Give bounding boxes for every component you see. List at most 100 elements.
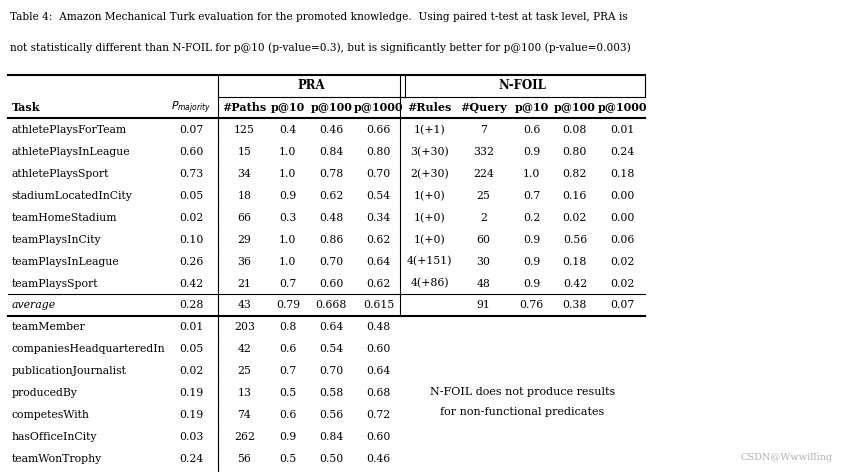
Text: Task: Task — [12, 102, 40, 113]
Text: athletePlaysInLeague: athletePlaysInLeague — [12, 147, 131, 157]
Text: 0.62: 0.62 — [367, 278, 390, 288]
Text: athletePlaysSport: athletePlaysSport — [12, 169, 110, 179]
Text: athletePlaysForTeam: athletePlaysForTeam — [12, 125, 127, 135]
Text: 0.28: 0.28 — [179, 301, 203, 311]
Text: 0.64: 0.64 — [367, 257, 390, 267]
Text: 0.54: 0.54 — [367, 191, 390, 201]
Text: 0.73: 0.73 — [179, 169, 203, 179]
Text: 0.46: 0.46 — [367, 454, 390, 464]
Text: 36: 36 — [238, 257, 251, 267]
Text: 0.79: 0.79 — [276, 301, 300, 311]
Text: 0.668: 0.668 — [315, 301, 347, 311]
Text: 262: 262 — [234, 432, 255, 442]
Text: 34: 34 — [238, 169, 251, 179]
Text: 0.01: 0.01 — [610, 125, 634, 135]
Text: 0.01: 0.01 — [179, 322, 203, 332]
Text: 0.06: 0.06 — [610, 235, 634, 244]
Text: p@100: p@100 — [310, 102, 352, 113]
Text: 0.84: 0.84 — [319, 147, 343, 157]
Text: 0.78: 0.78 — [319, 169, 343, 179]
Text: 0.02: 0.02 — [610, 278, 634, 288]
Text: 0.02: 0.02 — [563, 213, 587, 223]
Text: 0.42: 0.42 — [563, 278, 587, 288]
Text: 1.0: 1.0 — [279, 169, 297, 179]
Text: N-FOIL does not produce results: N-FOIL does not produce results — [430, 387, 615, 397]
Text: 2: 2 — [480, 213, 487, 223]
Text: 0.08: 0.08 — [563, 125, 587, 135]
Text: 0.72: 0.72 — [367, 410, 390, 420]
Text: 0.07: 0.07 — [179, 125, 203, 135]
Text: 0.80: 0.80 — [367, 147, 390, 157]
Text: 42: 42 — [238, 345, 251, 354]
Text: teamMember: teamMember — [12, 322, 85, 332]
Text: 30: 30 — [476, 257, 491, 267]
Text: 13: 13 — [238, 388, 251, 398]
Text: 29: 29 — [238, 235, 251, 244]
Text: 0.05: 0.05 — [179, 345, 203, 354]
Text: 18: 18 — [238, 191, 251, 201]
Text: 0.70: 0.70 — [319, 257, 343, 267]
Text: 0.9: 0.9 — [523, 257, 540, 267]
Text: 91: 91 — [476, 301, 491, 311]
Text: teamWonTrophy: teamWonTrophy — [12, 454, 102, 464]
Text: 2(+30): 2(+30) — [411, 169, 448, 179]
Text: 60: 60 — [476, 235, 491, 244]
Text: 0.18: 0.18 — [563, 257, 587, 267]
Text: 0.19: 0.19 — [179, 410, 203, 420]
Text: 0.3: 0.3 — [279, 213, 297, 223]
Text: 0.03: 0.03 — [179, 432, 203, 442]
Text: 0.10: 0.10 — [179, 235, 203, 244]
Text: stadiumLocatedInCity: stadiumLocatedInCity — [12, 191, 132, 201]
Text: 0.60: 0.60 — [367, 432, 390, 442]
Text: 4(+86): 4(+86) — [411, 278, 448, 289]
Text: 48: 48 — [476, 278, 491, 288]
Text: 0.7: 0.7 — [279, 366, 297, 376]
Text: 203: 203 — [234, 322, 255, 332]
Text: 0.50: 0.50 — [319, 454, 343, 464]
Text: 21: 21 — [238, 278, 251, 288]
Text: 0.02: 0.02 — [179, 366, 203, 376]
Text: 0.19: 0.19 — [179, 388, 203, 398]
Text: 0.76: 0.76 — [519, 301, 544, 311]
Text: 1(+0): 1(+0) — [414, 235, 445, 245]
Text: p@100: p@100 — [554, 102, 596, 113]
Text: teamPlaysSport: teamPlaysSport — [12, 278, 99, 288]
Text: PRA: PRA — [298, 79, 325, 92]
Text: 0.24: 0.24 — [610, 147, 634, 157]
Text: teamPlaysInCity: teamPlaysInCity — [12, 235, 101, 244]
Text: 0.60: 0.60 — [179, 147, 203, 157]
Text: 0.66: 0.66 — [367, 125, 390, 135]
Text: 0.9: 0.9 — [279, 432, 297, 442]
Text: 0.02: 0.02 — [179, 213, 203, 223]
Text: 0.62: 0.62 — [367, 235, 390, 244]
Text: 43: 43 — [238, 301, 251, 311]
Text: 3(+30): 3(+30) — [411, 147, 448, 157]
Text: 0.56: 0.56 — [319, 410, 343, 420]
Text: 0.48: 0.48 — [367, 322, 390, 332]
Text: 0.46: 0.46 — [319, 125, 343, 135]
Text: 0.8: 0.8 — [279, 322, 297, 332]
Text: teamPlaysInLeague: teamPlaysInLeague — [12, 257, 120, 267]
Text: 0.6: 0.6 — [523, 125, 540, 135]
Text: 0.56: 0.56 — [563, 235, 587, 244]
Text: 0.54: 0.54 — [319, 345, 343, 354]
Text: 0.64: 0.64 — [367, 366, 390, 376]
Text: 0.6: 0.6 — [279, 345, 297, 354]
Text: 0.6: 0.6 — [279, 410, 297, 420]
Text: 0.9: 0.9 — [523, 147, 540, 157]
Text: publicationJournalist: publicationJournalist — [12, 366, 126, 376]
Text: 0.34: 0.34 — [367, 213, 390, 223]
Text: 0.7: 0.7 — [279, 278, 297, 288]
Text: 0.84: 0.84 — [319, 432, 343, 442]
Text: 0.64: 0.64 — [319, 322, 343, 332]
Text: competesWith: competesWith — [12, 410, 89, 420]
Text: 0.2: 0.2 — [523, 213, 540, 223]
Text: hasOfficeInCity: hasOfficeInCity — [12, 432, 97, 442]
Text: 0.82: 0.82 — [563, 169, 587, 179]
Text: 56: 56 — [238, 454, 251, 464]
Text: 0.16: 0.16 — [563, 191, 587, 201]
Text: 0.4: 0.4 — [279, 125, 297, 135]
Text: $P_{majority}$: $P_{majority}$ — [171, 99, 211, 116]
Text: 0.07: 0.07 — [610, 301, 634, 311]
Text: 0.58: 0.58 — [319, 388, 343, 398]
